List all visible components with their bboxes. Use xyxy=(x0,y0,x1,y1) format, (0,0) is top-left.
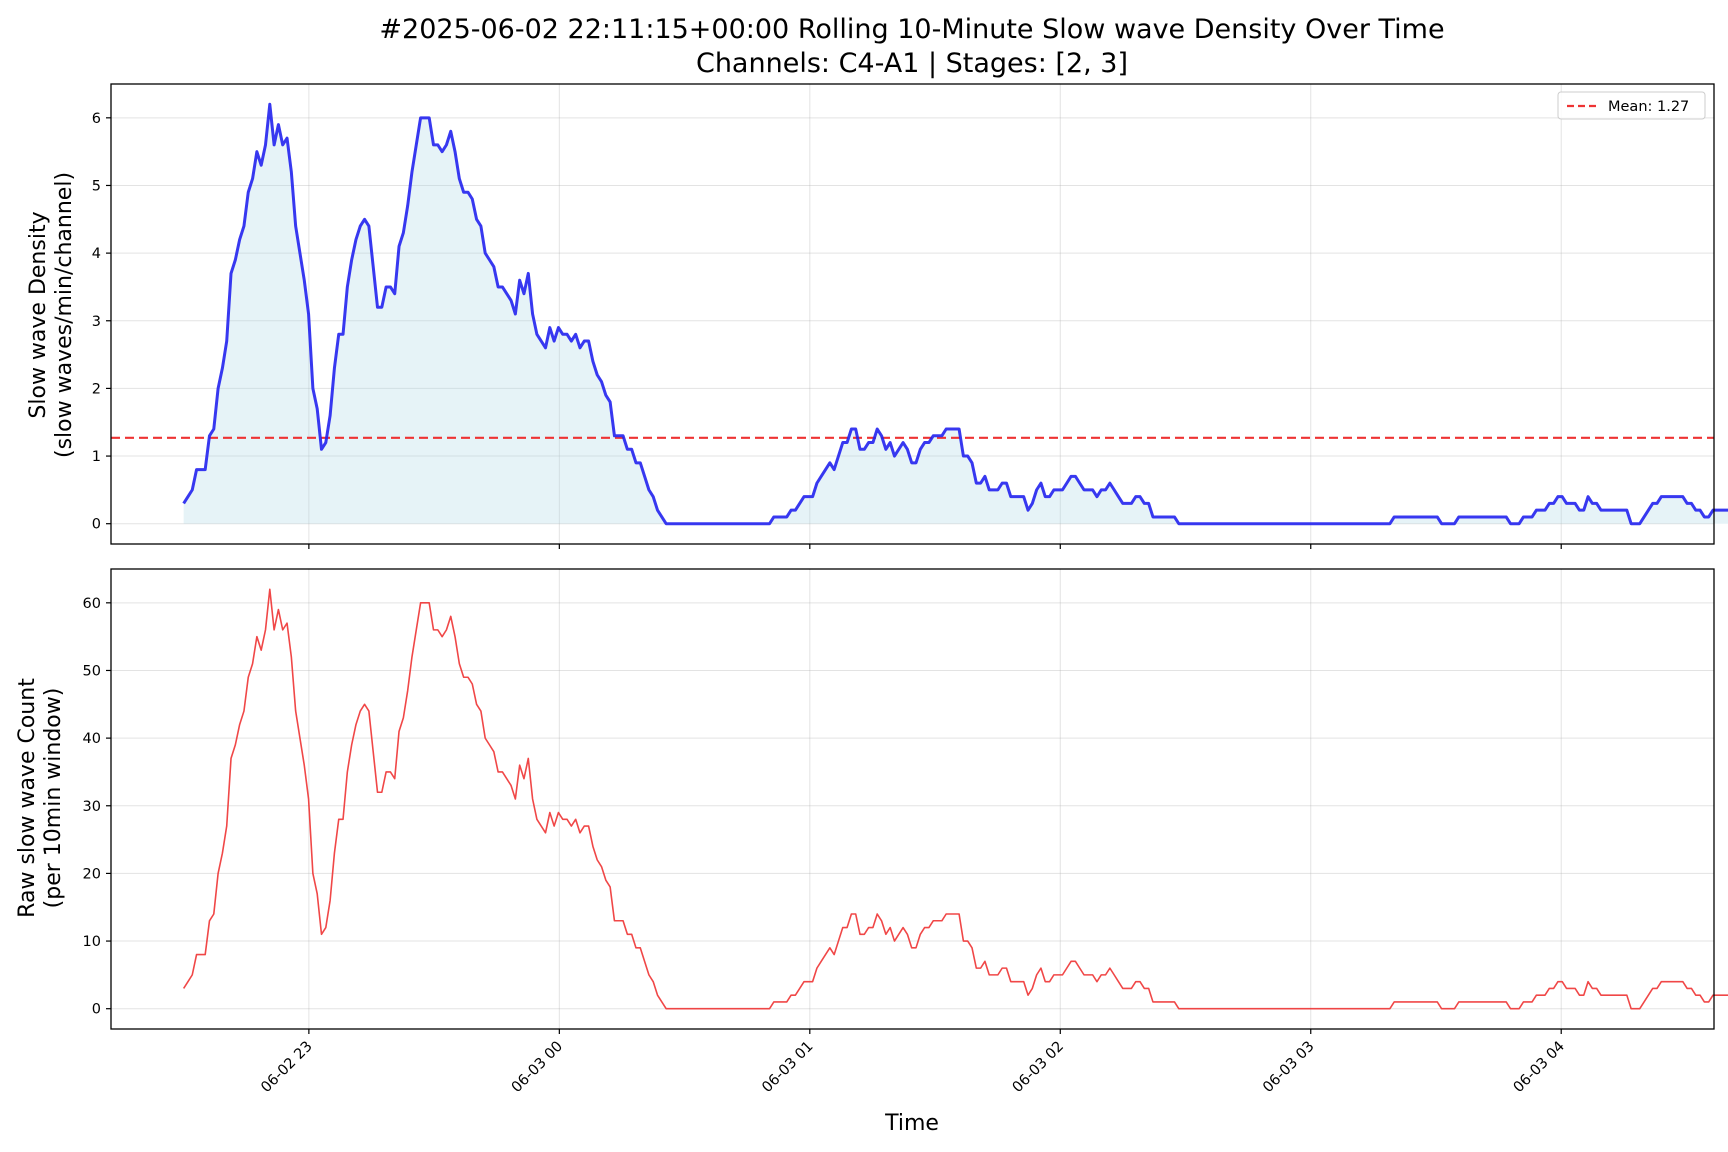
raw-count-ylabel-line2: (per 10min window) xyxy=(41,688,66,909)
raw-count-line xyxy=(182,588,1728,1010)
y-tick-label: 60 xyxy=(83,596,101,612)
y-tick-label: 40 xyxy=(83,731,101,747)
density-grid xyxy=(111,84,1714,544)
y-tick-label: 0 xyxy=(92,517,101,533)
density-area-fill xyxy=(183,104,1728,524)
y-tick-label: 6 xyxy=(92,111,101,127)
raw-count-axes-frame xyxy=(110,568,1715,1030)
x-tick-label: 06-03 01 xyxy=(759,1039,816,1096)
x-axis-label: Time xyxy=(884,1111,939,1136)
x-tick-label: 06-03 04 xyxy=(1511,1039,1568,1096)
x-tick-label: 06-03 02 xyxy=(1010,1039,1067,1096)
chart-subtitle: Channels: C4-A1 | Stages: [2, 3] xyxy=(696,48,1128,79)
legend: Mean: 1.27 xyxy=(1557,91,1706,120)
y-tick-label: 30 xyxy=(83,799,101,815)
y-tick-label: 2 xyxy=(92,381,101,397)
x-tick-label: 06-03 00 xyxy=(509,1039,566,1096)
raw-count-ylabel-line1: Raw slow wave Count xyxy=(15,678,40,918)
y-tick-label: 50 xyxy=(83,663,101,679)
density-ylabel-line2: (slow waves/min/channel) xyxy=(52,172,77,458)
raw-count-x-ticks: 06-02 23 06-03 00 06-03 01 06-03 02 06-03 03… xyxy=(258,1029,1568,1096)
legend-mean-label: Mean: 1.27 xyxy=(1608,99,1689,115)
y-tick-label: 0 xyxy=(92,1002,101,1018)
y-tick-label: 1 xyxy=(92,449,101,465)
y-tick-label: 10 xyxy=(83,934,101,950)
legend-box xyxy=(1557,91,1706,120)
y-tick-label: 20 xyxy=(83,866,101,882)
chart-title: #2025-06-02 22:11:15+00:00 Rolling 10-Mi… xyxy=(379,14,1444,45)
density-panel: 0 1 2 3 4 5 6 Slow wave Density (slow waves/mi… xyxy=(26,83,1728,549)
density-ylabel-line1: Slow wave Density xyxy=(26,211,51,418)
y-tick-label: 5 xyxy=(92,178,101,194)
x-tick-label: 06-03 03 xyxy=(1260,1039,1317,1096)
density-axes-frame xyxy=(110,83,1715,545)
x-tick-label: 06-02 23 xyxy=(258,1039,315,1096)
density-x-ticks xyxy=(308,544,1562,549)
density-y-ticks: 0 1 2 3 4 5 6 xyxy=(92,111,111,533)
y-tick-label: 4 xyxy=(92,246,101,262)
raw-count-grid xyxy=(111,569,1714,1029)
y-tick-label: 3 xyxy=(92,314,101,330)
raw-count-y-ticks: 0 10 20 30 40 50 60 xyxy=(83,596,111,1018)
density-line xyxy=(182,102,1728,526)
